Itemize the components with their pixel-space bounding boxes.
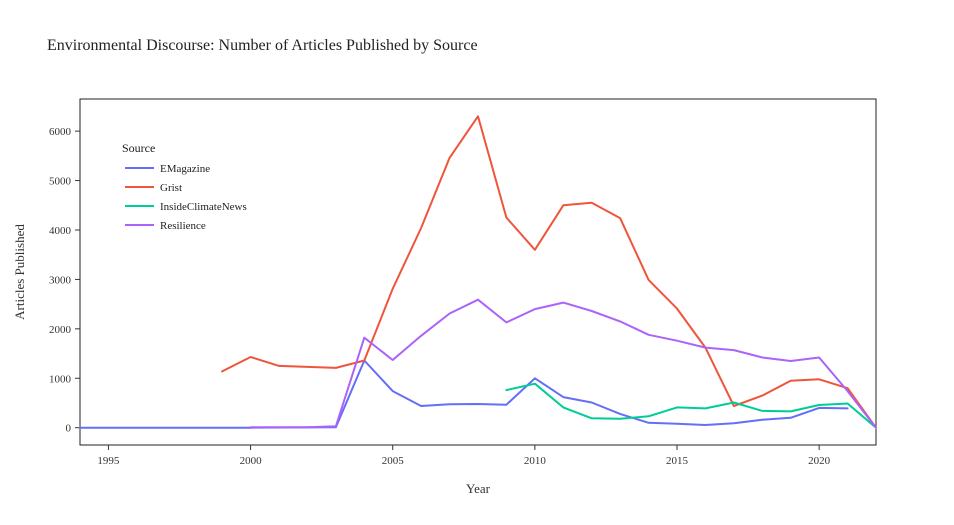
chart-title: Environmental Discourse: Number of Artic…	[47, 37, 478, 54]
legend: Source EMagazine Grist InsideClimateNews Re…	[122, 141, 247, 232]
y-tick-label: 2000	[49, 324, 72, 336]
y-tick-label: 3000	[49, 274, 72, 286]
plot-area-frame	[79, 98, 877, 446]
x-axis-ticks: 1995 2000 2005 2010 2015 2020	[97, 445, 831, 467]
x-tick-label: 2000	[240, 455, 263, 467]
legend-items: EMagazine Grist InsideClimateNews Resilienc…	[125, 163, 247, 232]
series-line-resilience	[249, 298, 877, 429]
y-tick-label: 1000	[49, 373, 72, 385]
legend-label-resilience: Resilience	[160, 220, 206, 232]
x-tick-label: 2015	[666, 455, 689, 467]
legend-label-insideclimatenews: InsideClimateNews	[160, 201, 247, 213]
series-line-insideclimatenews	[505, 382, 877, 429]
x-tick-label: 2005	[382, 455, 405, 467]
x-tick-label: 1995	[97, 455, 120, 467]
y-tick-label: 5000	[49, 176, 72, 188]
series-line-grist	[221, 115, 877, 429]
y-tick-label: 4000	[49, 225, 72, 237]
legend-title: Source	[122, 141, 155, 155]
series-lines	[79, 115, 877, 429]
x-axis-title: Year	[466, 481, 491, 496]
y-axis-ticks: 0 1000 2000 3000 4000 5000 6000	[49, 126, 80, 435]
legend-label-emagazine: EMagazine	[160, 163, 210, 175]
y-axis-title: Articles Published	[12, 224, 27, 320]
x-tick-label: 2010	[524, 455, 547, 467]
y-tick-label: 0	[66, 423, 72, 435]
legend-label-grist: Grist	[160, 182, 182, 194]
y-tick-label: 6000	[49, 126, 72, 138]
series-line-emagazine	[79, 359, 849, 429]
x-tick-label: 2020	[808, 455, 831, 467]
